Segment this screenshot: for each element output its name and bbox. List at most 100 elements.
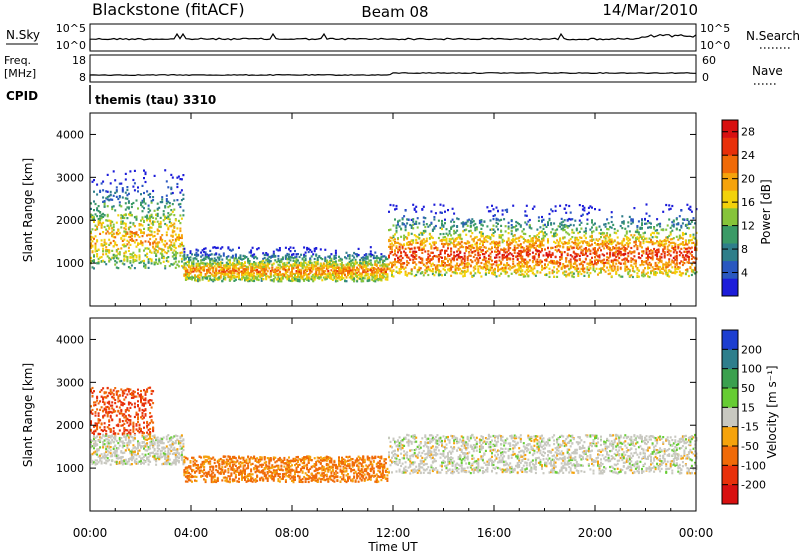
power-cell — [398, 225, 401, 228]
power-cell — [206, 268, 209, 272]
power-cell — [398, 255, 401, 258]
power-cell — [260, 273, 263, 276]
power-cell — [360, 272, 363, 275]
power-cell — [463, 269, 466, 273]
power-cell — [383, 267, 386, 270]
power-cell — [486, 225, 489, 228]
power-cell — [244, 256, 246, 259]
power-cell — [306, 269, 309, 272]
power-cell — [413, 208, 416, 211]
power-cell — [292, 257, 295, 260]
power-cell — [442, 204, 445, 207]
power-cell — [574, 255, 577, 258]
power-cell — [167, 256, 170, 259]
power-cell — [353, 272, 356, 275]
power-cell — [286, 274, 289, 277]
power-cell — [203, 247, 206, 251]
power-cell — [222, 275, 225, 278]
power-cell — [93, 220, 95, 223]
power-cell — [437, 270, 440, 273]
power-cell — [442, 245, 445, 248]
power-cell — [439, 270, 442, 273]
power-cell — [140, 201, 142, 204]
power-cell — [631, 269, 634, 272]
power-cell — [619, 266, 622, 269]
power-cell — [616, 265, 619, 268]
power-cell — [409, 250, 412, 253]
power-cell — [445, 257, 448, 260]
power-cell — [506, 258, 509, 261]
power-cell — [477, 261, 480, 264]
power-cell — [634, 262, 637, 265]
power-cell — [537, 238, 540, 242]
power-cell — [173, 245, 176, 248]
power-cell — [112, 223, 115, 226]
power-cell — [225, 256, 228, 259]
power-cell — [492, 242, 495, 245]
power-cell — [584, 247, 587, 250]
power-cell — [487, 268, 490, 271]
power-cell — [298, 270, 301, 273]
power-cell — [215, 273, 218, 276]
power-cell — [524, 258, 527, 261]
power-cell — [441, 260, 443, 263]
power-cell — [115, 186, 118, 189]
power-cell — [410, 218, 413, 221]
power-cell — [634, 259, 637, 262]
power-cell — [516, 237, 519, 240]
power-cell — [251, 246, 254, 249]
power-cell — [563, 270, 566, 273]
power-cell — [248, 264, 251, 267]
power-cell — [213, 246, 216, 249]
power-cell — [272, 274, 275, 277]
power-cell — [491, 246, 493, 249]
power-cell — [512, 254, 515, 258]
power-cell — [284, 264, 287, 267]
power-cell — [501, 234, 504, 237]
power-cell — [491, 250, 493, 253]
power-cell — [637, 233, 640, 236]
power-cell — [213, 261, 216, 264]
power-cell — [609, 242, 612, 245]
power-cell — [341, 274, 343, 277]
power-cell — [222, 270, 225, 273]
power-cell — [186, 269, 189, 272]
power-cell — [90, 242, 92, 245]
power-cell — [260, 260, 263, 263]
power-cell — [350, 262, 353, 265]
power-cell — [304, 277, 307, 280]
power-cell — [530, 227, 533, 230]
power-cell — [551, 246, 554, 249]
power-cell — [132, 259, 135, 262]
power-cell — [138, 254, 141, 257]
power-cell — [167, 260, 170, 263]
power-cell — [472, 266, 475, 269]
power-cell — [444, 256, 446, 259]
power-cell — [388, 245, 390, 248]
power-cell — [318, 272, 321, 275]
power-cell — [480, 220, 483, 223]
power-cell — [375, 277, 378, 280]
power-cell — [494, 230, 496, 233]
power-cell — [218, 269, 221, 272]
power-cell — [563, 207, 566, 210]
power-cell — [155, 217, 158, 220]
power-cell — [444, 265, 446, 268]
power-cell — [634, 239, 637, 242]
power-cell — [303, 270, 306, 273]
power-cell — [519, 245, 522, 248]
power-cell — [247, 259, 250, 263]
power-cell — [594, 222, 596, 225]
power-cell — [519, 261, 522, 264]
power-cell — [341, 261, 343, 264]
power-cell — [606, 246, 609, 249]
power-cell — [642, 242, 645, 245]
power-cell — [418, 233, 421, 236]
power-cell — [248, 279, 251, 283]
power-cell — [179, 245, 182, 248]
power-cell — [597, 249, 599, 252]
power-cell — [539, 244, 542, 247]
power-cell — [284, 246, 287, 249]
power-cell — [548, 272, 551, 275]
power-cell — [127, 192, 130, 195]
